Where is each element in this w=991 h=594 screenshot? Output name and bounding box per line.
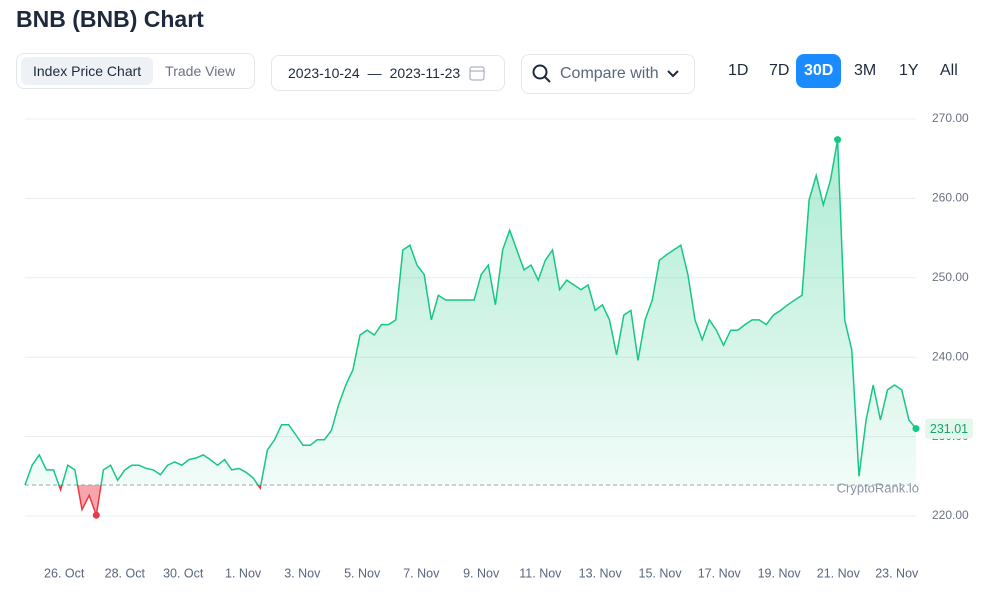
range-button[interactable]: 30D	[796, 54, 842, 88]
y-tick-label: 240.00	[932, 349, 969, 363]
x-tick-label: 17. Nov	[698, 566, 742, 580]
x-tick-label: 7. Nov	[403, 566, 440, 580]
date-separator: —	[367, 65, 382, 81]
min-marker	[92, 511, 100, 519]
x-tick-label: 19. Nov	[758, 566, 802, 580]
line-down	[25, 485, 262, 516]
x-tick-label: 5. Nov	[344, 566, 381, 580]
x-tick-label: 30. Oct	[163, 566, 204, 580]
chevron	[666, 70, 679, 78]
area-up	[25, 139, 916, 486]
watermark: CryptoRank.io	[837, 480, 919, 495]
price-tag	[925, 418, 973, 439]
x-tick-label: 28. Oct	[105, 566, 146, 580]
date-from: 2023-10-24	[288, 65, 360, 81]
tab[interactable]: Trade View	[165, 63, 236, 79]
tab[interactable]: Index Price Chart	[21, 57, 154, 85]
range-button[interactable]: 1Y	[899, 62, 919, 79]
x-tick-label: 15. Nov	[639, 566, 683, 580]
range-button[interactable]: 1D	[728, 62, 749, 79]
x-tick-label: 9. Nov	[463, 566, 500, 580]
y-tick-label: 220.00	[932, 508, 969, 522]
x-tick-label: 23. Nov	[875, 566, 919, 580]
range-button[interactable]: 7D	[769, 62, 790, 79]
search-icon	[532, 64, 551, 83]
compare-label: Compare with	[560, 65, 659, 82]
range-button[interactable]: All	[940, 62, 958, 79]
y-tick-label: 230.00	[932, 429, 969, 443]
compare[interactable]: Compare with	[521, 54, 695, 94]
date-range[interactable]: 2023-10-24 — 2023-11-23	[271, 55, 505, 91]
x-tick-label: 11. Nov	[519, 566, 562, 580]
price-label: 231.01	[930, 422, 968, 436]
x-tick-label: 21. Nov	[817, 566, 861, 580]
page-title: BNB (BNB) Chart	[16, 6, 204, 32]
y-tick-label: 260.00	[932, 191, 969, 205]
x-tick-label: 26. Oct	[44, 566, 85, 580]
max-marker	[834, 136, 842, 144]
y-tick-label: 250.00	[932, 270, 969, 284]
line	[24, 139, 917, 486]
x-tick-label: 1. Nov	[225, 566, 262, 580]
date-to: 2023-11-23	[389, 65, 461, 81]
view-tabs: Index Price Chart Trade View	[16, 53, 255, 89]
range-button[interactable]: 3M	[854, 62, 877, 79]
area-down	[25, 485, 916, 516]
x-tick-label: 3. Nov	[284, 566, 321, 580]
calendar-icon	[469, 66, 485, 81]
x-tick-label: 13. Nov	[579, 566, 623, 580]
y-tick-label: 270.00	[932, 111, 969, 125]
last-marker	[912, 425, 920, 433]
